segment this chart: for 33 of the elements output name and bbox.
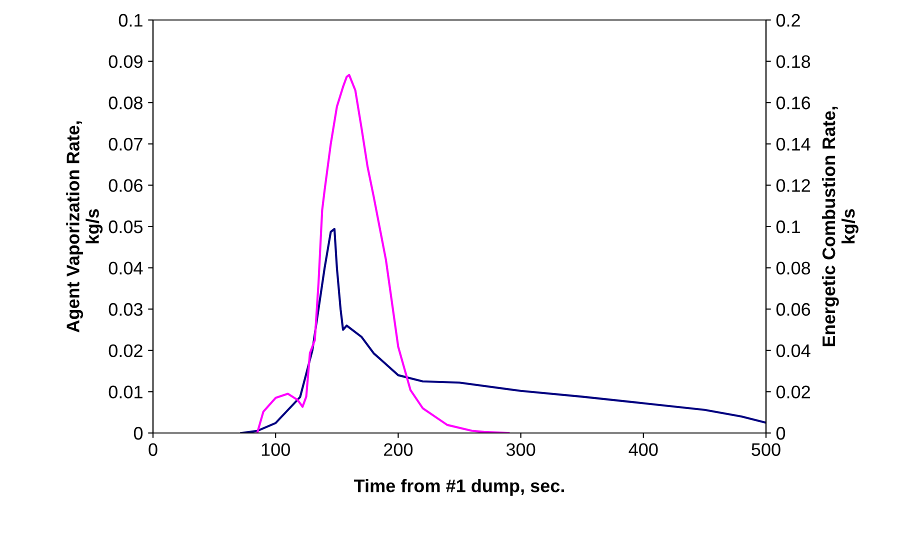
y2-tick-label: 0.12 [776, 179, 810, 192]
x-tick-label: 400 [628, 443, 658, 456]
y2-tick-label: 0.02 [776, 386, 810, 398]
y-tick-label: 0.04 [108, 262, 143, 275]
line-series [240, 228, 766, 433]
y-tick-label: 0.02 [108, 344, 142, 358]
y2-tick-label: 0.2 [776, 14, 800, 27]
y-tick-label: 0.07 [108, 138, 142, 151]
y2-tick-label: 0.1 [776, 220, 800, 234]
y-tick-label: 0.1 [118, 14, 142, 27]
x-tick-label: 0 [148, 443, 158, 456]
y2-axis-title: Energetic Combustion Rate, kg/s [822, 106, 858, 346]
x-axis-title: Time from #1 dump, sec. [354, 479, 564, 496]
x-tick-label: 200 [384, 443, 413, 456]
y-tick-label: 0.01 [108, 386, 142, 398]
y-tick-label: 0 [134, 426, 143, 440]
y2-tick-label: 0.04 [776, 344, 810, 358]
y-tick-label: 0.09 [108, 55, 142, 68]
y2-tick-label: 0.06 [776, 303, 810, 316]
y2-tick-label: 0.18 [776, 55, 810, 68]
x-tick-label: 300 [506, 443, 536, 456]
y2-tick-label: 0.16 [776, 96, 810, 110]
y-tick-label: 0.08 [108, 96, 142, 110]
y-tick-label: 0.05 [108, 220, 143, 234]
y-tick-label: 0.06 [108, 179, 142, 192]
y-tick-label: 0.03 [108, 303, 142, 316]
y-axis-title: Agent Vaporization Rate, kg/s [66, 121, 103, 332]
y2-tick-label: 0.14 [776, 138, 810, 151]
x-tick-label: 100 [262, 443, 290, 456]
y2-tick-label: 0 [776, 426, 786, 440]
x-tick-label: 500 [752, 443, 780, 456]
y2-tick-label: 0.08 [776, 262, 810, 275]
line-series [256, 74, 510, 433]
